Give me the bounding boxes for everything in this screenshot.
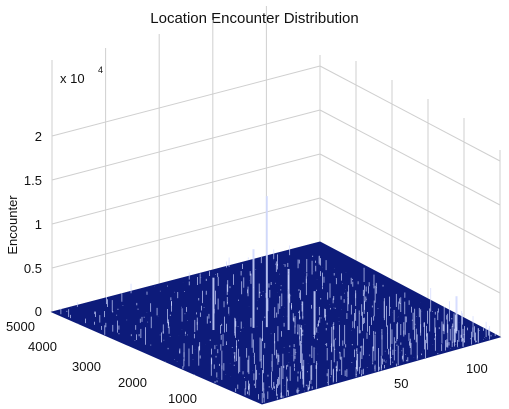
x-tick-label-50: 50 bbox=[394, 376, 408, 391]
wall-grid-left-4 bbox=[51, 65, 321, 137]
z-tick-label-1: 0.5 bbox=[24, 261, 42, 276]
z-tick-label-2: 1 bbox=[35, 217, 42, 232]
wall-grid-left-3 bbox=[51, 109, 321, 181]
y-tick-label-5000: 5000 bbox=[6, 319, 35, 334]
surface-floor bbox=[50, 241, 502, 405]
x-tick-label-100: 100 bbox=[466, 361, 488, 376]
wall-grid-left-1 bbox=[51, 197, 321, 269]
z-axis-label: Encounter bbox=[5, 195, 20, 255]
z-tick-label-3: 1.5 bbox=[24, 173, 42, 188]
z-scale-exponent: 4 bbox=[98, 65, 103, 75]
y-tick-label-3000: 3000 bbox=[72, 359, 101, 374]
y-tick-label-1000: 1000 bbox=[168, 391, 197, 406]
z-tick-label-4: 2 bbox=[35, 129, 42, 144]
surface-floor-plane bbox=[50, 241, 502, 405]
wall-grid-left-2 bbox=[51, 153, 321, 225]
z-scale-label: x 10 bbox=[60, 71, 85, 86]
wall-grid-right-4 bbox=[319, 65, 501, 162]
wall-grid-right-3 bbox=[319, 109, 501, 206]
chart-title: Location Encounter Distribution bbox=[150, 10, 359, 27]
y-tick-label-4000: 4000 bbox=[28, 339, 57, 354]
wall-grid-right-2 bbox=[319, 153, 501, 250]
wall-grid-right-1 bbox=[319, 197, 501, 294]
surface-spikes bbox=[56, 196, 499, 404]
y-tick-label-2000: 2000 bbox=[118, 375, 147, 390]
z-tick-label-0: 0 bbox=[35, 304, 42, 319]
